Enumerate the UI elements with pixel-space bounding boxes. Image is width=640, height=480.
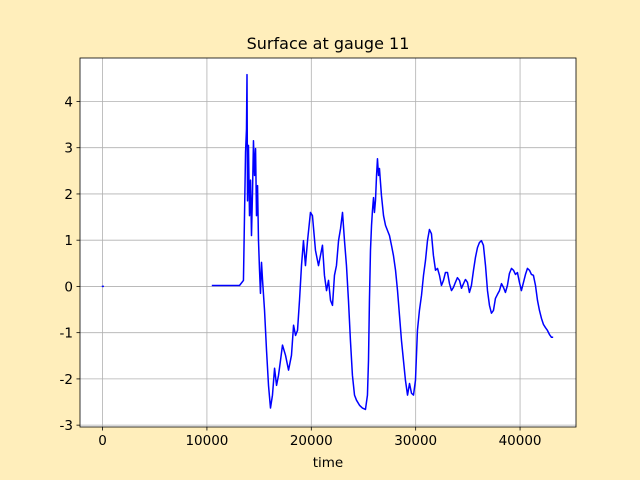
axes-frame	[79, 57, 577, 428]
y-tick-label: 1	[64, 233, 73, 249]
x-tick-label: 10000	[185, 433, 228, 449]
y-tick-label: 4	[64, 94, 73, 110]
y-tick-label: -1	[60, 326, 73, 342]
y-tick-label: -2	[60, 372, 73, 388]
y-tick-label: 0	[64, 279, 73, 295]
grid	[80, 58, 576, 427]
marks	[101, 73, 554, 411]
plot-area	[80, 58, 576, 427]
x-axis-label: time	[313, 455, 344, 471]
y-tick-label: 2	[64, 187, 73, 203]
x-tick-label: 0	[98, 433, 107, 449]
x-tick-label: 40000	[499, 433, 542, 449]
y-tick-label: -3	[60, 418, 73, 434]
x-tick-label: 20000	[290, 433, 333, 449]
y-tick-label: 3	[64, 141, 73, 157]
chart-title: Surface at gauge 11	[247, 34, 410, 53]
line-series	[101, 73, 554, 411]
x-tick-label: 30000	[394, 433, 437, 449]
